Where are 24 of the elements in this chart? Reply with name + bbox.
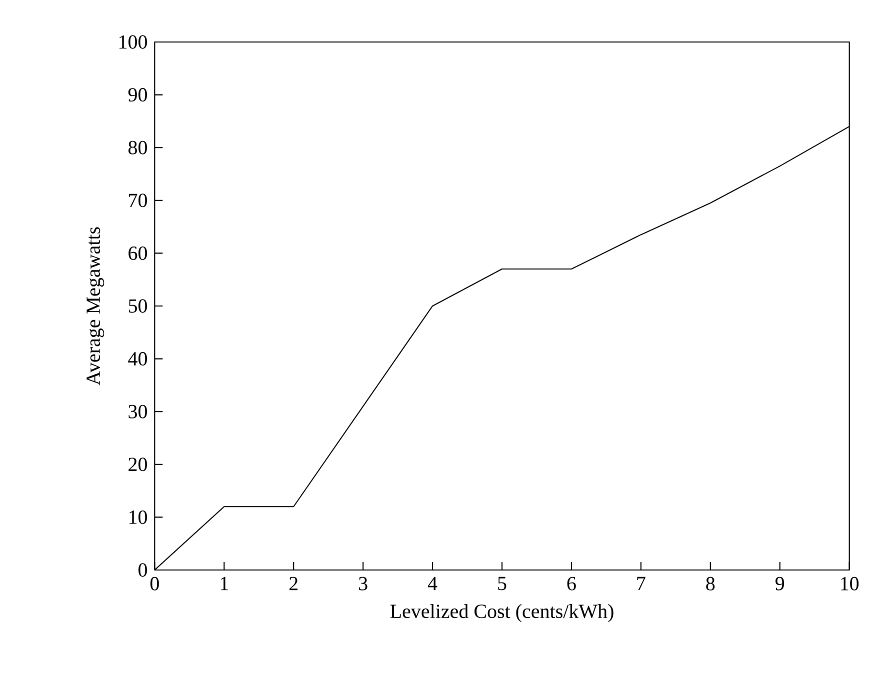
y-tick-label: 100	[119, 35, 147, 49]
x-tick-label: 9	[776, 576, 784, 590]
x-tick-label: 8	[706, 576, 715, 590]
y-tick-label: 50	[128, 299, 147, 313]
y-tick-label: 40	[128, 352, 147, 366]
y-tick-label: 10	[129, 510, 147, 524]
y-tick-label: 60	[128, 246, 147, 260]
x-tick-label: 4	[428, 576, 438, 590]
y-tick-label: 90	[128, 88, 147, 102]
y-tick-label: 80	[128, 140, 147, 154]
x-tick-label: 10	[841, 576, 859, 590]
x-tick-label: 0	[150, 576, 159, 590]
y-axis-title: Average Megawatts	[86, 227, 104, 386]
x-tick-label: 6	[567, 576, 576, 590]
x-tick-label: 5	[498, 576, 506, 590]
y-tick-label: 20	[128, 458, 147, 472]
y-tick-label: 30	[128, 404, 147, 418]
x-tick-label: 2	[289, 576, 298, 590]
y-tick-label: 70	[129, 194, 147, 208]
y-tick-label: 0	[138, 563, 147, 577]
x-axis-title: Levelized Cost (cents/kWh)	[390, 604, 614, 622]
x-tick-label: 3	[359, 576, 368, 590]
x-tick-label: 1	[220, 576, 228, 590]
x-tick-label: 7	[637, 576, 646, 590]
